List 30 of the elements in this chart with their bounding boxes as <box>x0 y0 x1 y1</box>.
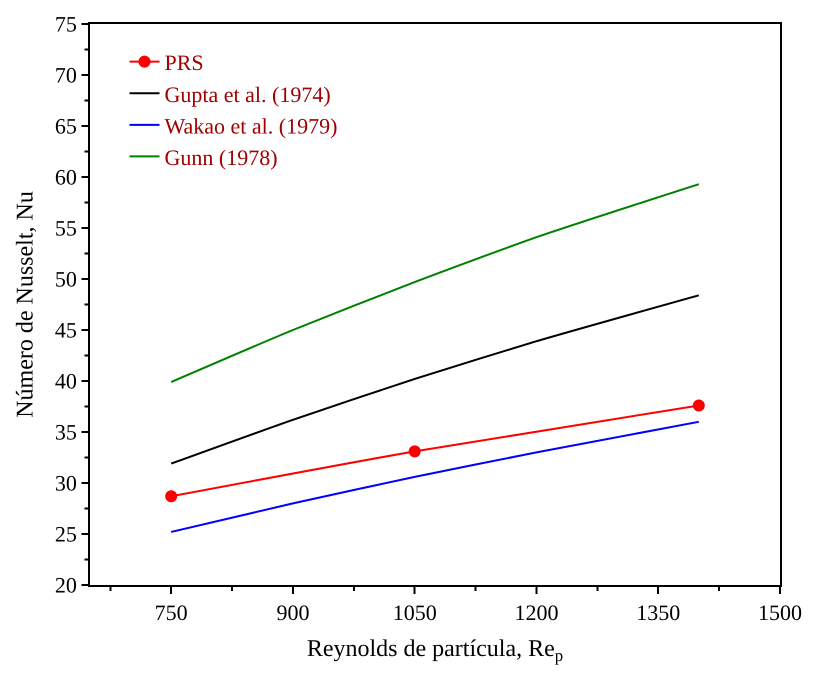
x-tick-label: 900 <box>276 600 310 626</box>
point <box>165 490 178 502</box>
y-tick-label: 60 <box>54 164 77 190</box>
x-axis-title: Reynolds de partícula, Re$_{p}$ <box>306 636 564 665</box>
y-tick-label: 20 <box>54 572 77 598</box>
legend-label: Gupta et al. (1974) <box>164 82 331 107</box>
x-tick-label: 1200 <box>514 600 558 626</box>
legend-label: PRS <box>164 50 204 76</box>
point <box>692 399 705 412</box>
line-series <box>170 183 700 384</box>
x-tick-label: 1050 <box>392 600 437 626</box>
y-tick-label: 70 <box>54 62 77 88</box>
y-tick-label: 30 <box>54 470 77 496</box>
y-tick-label: 40 <box>54 368 77 394</box>
x-tick-label: 750 <box>154 600 188 626</box>
y-tick-label: 55 <box>54 216 77 241</box>
point <box>408 445 421 458</box>
y-axis-title: Número de Nusselt, Nu <box>12 191 38 418</box>
y-tick-label: 35 <box>54 420 77 445</box>
line-series <box>170 294 700 465</box>
x-tick-label: 1500 <box>758 600 802 626</box>
y-tick-label: 25 <box>54 522 77 547</box>
legend-label: Wakao et al. (1979) <box>164 113 338 138</box>
y-tick-label: 45 <box>54 318 77 343</box>
line-series <box>170 420 700 533</box>
y-tick-label: 50 <box>54 266 77 292</box>
legend-label: Gunn (1978) <box>164 145 278 170</box>
y-tick-label: 65 <box>54 114 77 139</box>
y-tick-label: 75 <box>54 12 77 37</box>
x-tick-label: 1350 <box>636 600 680 626</box>
